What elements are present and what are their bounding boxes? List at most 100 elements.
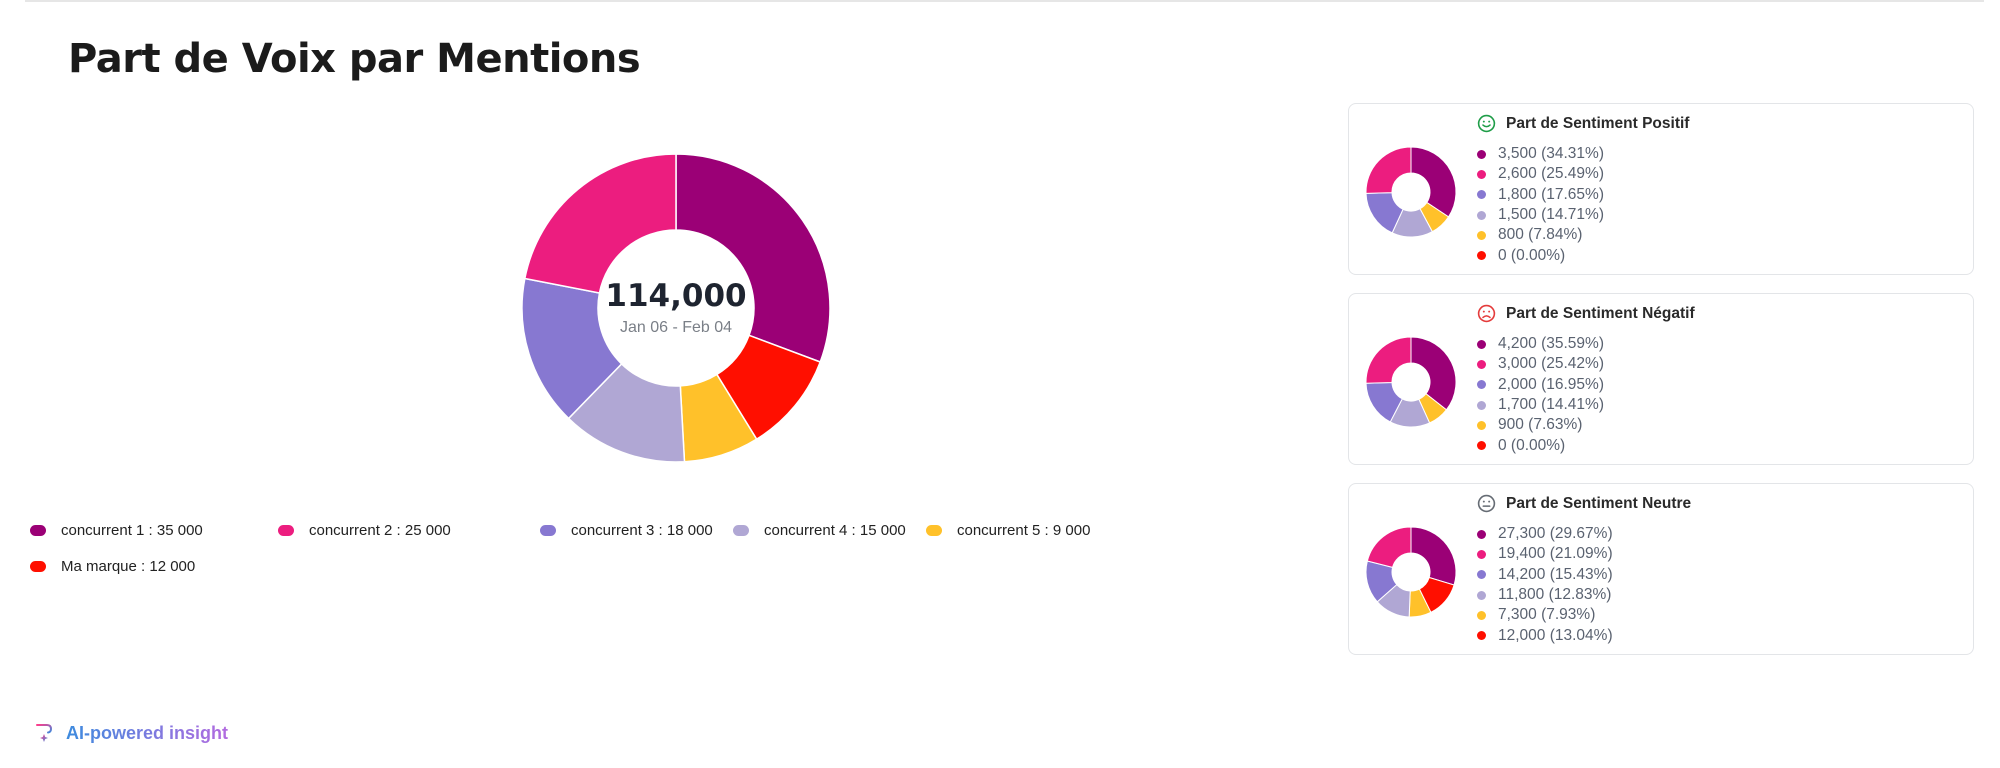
negative-slice-2 [1365,336,1412,384]
sentiment-dot [1477,251,1486,261]
sentiment-dot [1477,400,1486,410]
legend-item[interactable]: concurrent 1 : 35 000 [30,520,203,540]
share-of-voice-donut: 114,000 Jan 06 - Feb 04 [521,153,831,463]
total-mentions: 114,000 [605,278,746,314]
neutral-sentiment-title: Part de Sentiment Neutre [1506,494,1692,512]
positive-slice-1 [1410,146,1457,218]
negative-sentiment-title: Part de Sentiment Négatif [1506,304,1695,322]
sentiment-row: 800 (7.84%) [1477,225,1604,245]
sentiment-value: 14,200 (15.43%) [1498,565,1613,583]
smile-icon [1477,114,1496,133]
sentiment-dot [1477,190,1486,200]
legend-label: concurrent 4 : 15 000 [764,521,906,539]
negative-sentiment-card: Part de Sentiment Négatif 4,200 (35.59%)… [1348,293,1974,465]
sentiment-dot [1477,210,1486,220]
legend-item[interactable]: concurrent 2 : 25 000 [278,520,451,540]
legend-swatch [30,524,46,536]
legend-item[interactable]: concurrent 5 : 9 000 [926,520,1090,540]
legend-swatch [733,524,749,536]
sentiment-dot [1477,529,1486,539]
positive-sentiment-card: Part de Sentiment Positif 3,500 (34.31%)… [1348,103,1974,275]
positive-sentiment-list: 3,500 (34.31%) 2,600 (25.49%) 1,800 (17.65… [1477,144,1604,266]
sentiment-value: 1,500 (14.71%) [1498,206,1604,224]
sentiment-dot [1477,149,1486,159]
legend-label: concurrent 3 : 18 000 [571,521,713,539]
sentiment-row: 900 (7.63%) [1477,415,1604,435]
legend-label: concurrent 2 : 25 000 [309,521,451,539]
sentiment-row: 3,000 (25.42%) [1477,354,1604,374]
sentiment-value: 7,300 (7.93%) [1498,606,1596,624]
neutral-sentiment-card: Part de Sentiment Neutre 27,300 (29.67%)… [1348,483,1974,655]
neutral-slice-2 [1366,526,1412,568]
sentiment-value: 12,000 (13.04%) [1498,626,1613,644]
ai-sparkle-icon [36,724,53,742]
date-range: Jan 06 - Feb 04 [620,319,732,336]
sentiment-value: 19,400 (21.09%) [1498,545,1613,563]
ai-insight-link[interactable]: AI-powered insight [34,722,228,744]
sentiment-dot [1477,420,1486,430]
negative-slice-1 [1410,336,1457,411]
sentiment-value: 3,500 (34.31%) [1498,145,1604,163]
legend-item[interactable]: concurrent 3 : 18 000 [540,520,713,540]
negative-sentiment-donut [1365,336,1457,428]
legend-label: concurrent 5 : 9 000 [957,521,1091,539]
sentiment-value: 3,000 (25.42%) [1498,355,1604,373]
positive-sentiment-title: Part de Sentiment Positif [1506,114,1690,132]
main-slice-1 [675,153,831,363]
legend-label: concurrent 1 : 35 000 [61,521,203,539]
chart-legend: concurrent 1 : 35 000 concurrent 2 : 25 0… [0,520,1150,600]
sentiment-dot [1477,169,1486,179]
top-divider [25,0,1984,2]
sentiment-dot [1477,549,1486,559]
sentiment-dot [1477,359,1486,369]
sentiment-dot [1477,570,1486,580]
sentiment-value: 800 (7.84%) [1498,226,1583,244]
ai-insight-label[interactable]: AI-powered insight [66,722,228,743]
sentiment-value: 900 (7.63%) [1498,416,1583,434]
legend-label: Ma marque : 12 000 [61,557,196,575]
sentiment-row: 1,800 (17.65%) [1477,185,1604,205]
sentiment-row: 12,000 (13.04%) [1477,625,1613,645]
sentiment-row: 14,200 (15.43%) [1477,565,1613,585]
sentiment-dot [1477,610,1486,620]
neutral-sentiment-list: 27,300 (29.67%) 19,400 (21.09%) 14,200 (15… [1477,524,1613,646]
sentiment-value: 0 (0.00%) [1498,436,1566,454]
sentiment-dot [1477,590,1486,600]
sentiment-value: 2,000 (16.95%) [1498,375,1604,393]
sentiment-dot [1477,339,1486,349]
sentiment-row: 1,500 (14.71%) [1477,205,1604,225]
sentiment-row: 4,200 (35.59%) [1477,334,1604,354]
sentiment-row: 2,600 (25.49%) [1477,164,1604,184]
sentiment-value: 0 (0.00%) [1498,246,1566,264]
legend-swatch [540,524,556,536]
sentiment-row: 0 (0.00%) [1477,435,1604,455]
sentiment-row: 27,300 (29.67%) [1477,524,1613,544]
sentiment-row: 0 (0.00%) [1477,245,1604,265]
legend-item[interactable]: Ma marque : 12 000 [30,556,195,576]
neutral-face-icon [1477,494,1496,513]
sentiment-value: 1,700 (14.41%) [1498,396,1604,414]
legend-swatch [278,524,294,536]
negative-sentiment-list: 4,200 (35.59%) 3,000 (25.42%) 2,000 (16.95… [1477,334,1604,456]
legend-swatch [926,524,942,536]
sentiment-dot [1477,230,1486,240]
sentiment-row: 11,800 (12.83%) [1477,585,1613,605]
sentiment-value: 2,600 (25.49%) [1498,165,1604,183]
positive-sentiment-donut [1365,146,1457,238]
sentiment-row: 7,300 (7.93%) [1477,605,1613,625]
sentiment-value: 4,200 (35.59%) [1498,335,1604,353]
sentiment-row: 1,700 (14.41%) [1477,395,1604,415]
sentiment-row: 2,000 (16.95%) [1477,375,1604,395]
sentiment-value: 1,800 (17.65%) [1498,185,1604,203]
sentiment-value: 11,800 (12.83%) [1498,586,1612,604]
sentiment-dot [1477,631,1486,641]
legend-item[interactable]: concurrent 4 : 15 000 [733,520,906,540]
main-slice-2 [523,153,677,294]
neutral-slice-1 [1410,526,1457,586]
page-title: Part de Voix par Mentions [68,36,641,82]
legend-swatch [30,560,46,572]
sentiment-dot [1477,380,1486,390]
sentiment-value: 27,300 (29.67%) [1498,525,1613,543]
neutral-sentiment-donut [1365,526,1457,618]
sentiment-row: 3,500 (34.31%) [1477,144,1604,164]
